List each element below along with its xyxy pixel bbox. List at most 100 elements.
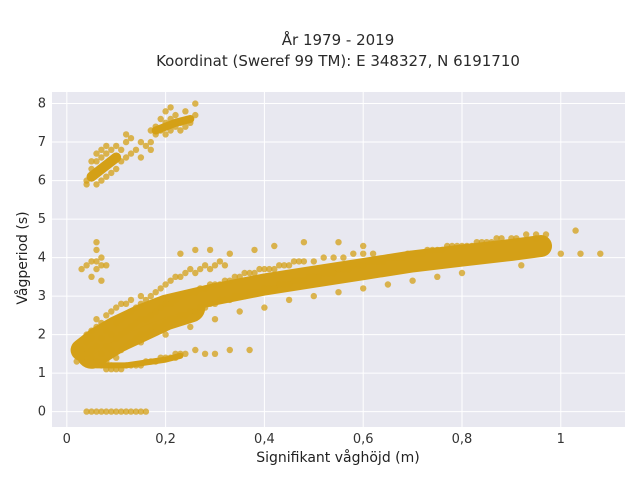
data-point (483, 239, 490, 246)
data-point (98, 319, 105, 327)
data-point (157, 285, 164, 292)
data-point (88, 335, 95, 342)
data-point (162, 300, 169, 307)
data-point (93, 258, 100, 265)
data-point (88, 327, 95, 334)
y-tick-labels: 0 1 2 3 4 5 6 7 8 (38, 97, 46, 420)
data-point (127, 408, 135, 415)
data-point (335, 289, 342, 296)
main-density-band (70, 235, 552, 361)
data-point (113, 366, 120, 373)
data-point (394, 254, 401, 261)
data-point (221, 296, 229, 304)
data-point (142, 142, 150, 150)
data-point (118, 408, 125, 415)
data-point (177, 273, 184, 280)
data-point (147, 138, 154, 146)
data-point (177, 312, 184, 319)
data-point (226, 277, 233, 284)
data-point (152, 323, 159, 331)
data-point (93, 158, 100, 165)
data-point (137, 292, 145, 300)
data-point (132, 408, 140, 415)
data-point (162, 119, 169, 127)
data-point (172, 273, 179, 280)
y-tick-label: 6 (38, 174, 46, 189)
data-point (103, 142, 110, 150)
data-point (122, 300, 130, 307)
data-point (147, 358, 154, 365)
data-point (473, 239, 480, 246)
data-point (167, 354, 174, 361)
data-point (246, 269, 253, 277)
data-point (93, 342, 100, 350)
x-tick-label: 0,2 (155, 432, 176, 447)
data-point (211, 262, 219, 269)
data-point (88, 354, 95, 361)
data-point (360, 250, 367, 257)
data-point (93, 169, 100, 177)
data-point (142, 316, 150, 323)
data-point (434, 246, 441, 254)
data-point (206, 300, 214, 307)
data-point (103, 342, 110, 350)
y-tick-label: 8 (38, 97, 46, 112)
data-point (127, 339, 135, 346)
data-point (201, 304, 209, 311)
data-point (221, 262, 229, 269)
data-point (88, 273, 95, 280)
data-point (157, 354, 164, 361)
data-point (261, 304, 268, 311)
data-point (162, 108, 169, 115)
y-tick-label: 0 (38, 405, 46, 420)
data-point (360, 242, 367, 250)
data-point (295, 277, 303, 284)
data-point (231, 273, 238, 280)
data-point (98, 254, 105, 261)
data-point (98, 335, 105, 342)
data-point (172, 123, 179, 130)
data-point (439, 246, 446, 254)
data-point (98, 154, 105, 161)
y-tick-label: 1 (38, 366, 46, 381)
data-point (597, 250, 604, 257)
data-point (162, 131, 169, 138)
data-point (360, 262, 367, 269)
data-point (152, 289, 159, 296)
data-point (93, 323, 100, 331)
data-point (103, 366, 110, 373)
data-point (206, 246, 214, 254)
data-point (221, 277, 229, 284)
x-tick-label: 0,6 (353, 432, 374, 447)
data-point (187, 119, 194, 127)
data-point (300, 258, 308, 265)
data-point (93, 181, 100, 188)
data-point (93, 265, 100, 273)
data-point (78, 265, 85, 273)
data-point (478, 239, 485, 246)
data-point (182, 123, 189, 130)
data-point (513, 235, 520, 242)
data-points (70, 100, 604, 415)
data-point (251, 289, 258, 296)
data-point (152, 123, 159, 130)
data-point (192, 246, 199, 254)
data-point (118, 158, 125, 165)
data-point (88, 258, 95, 265)
data-point (172, 350, 179, 357)
data-point (197, 265, 204, 273)
data-point (276, 281, 283, 288)
data-point (108, 158, 115, 165)
data-point (251, 246, 258, 254)
data-point (108, 146, 115, 153)
data-point (172, 296, 179, 304)
data-point (108, 408, 115, 415)
data-point (518, 262, 525, 269)
data-point (226, 296, 233, 304)
data-point (78, 346, 85, 354)
data-point (290, 277, 298, 284)
data-point (147, 292, 154, 300)
data-point (320, 269, 327, 277)
data-point (276, 262, 283, 269)
x-tick-label: 0,8 (452, 432, 473, 447)
